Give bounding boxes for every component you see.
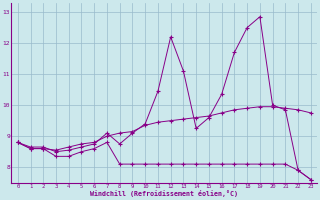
X-axis label: Windchill (Refroidissement éolien,°C): Windchill (Refroidissement éolien,°C) — [90, 190, 238, 197]
